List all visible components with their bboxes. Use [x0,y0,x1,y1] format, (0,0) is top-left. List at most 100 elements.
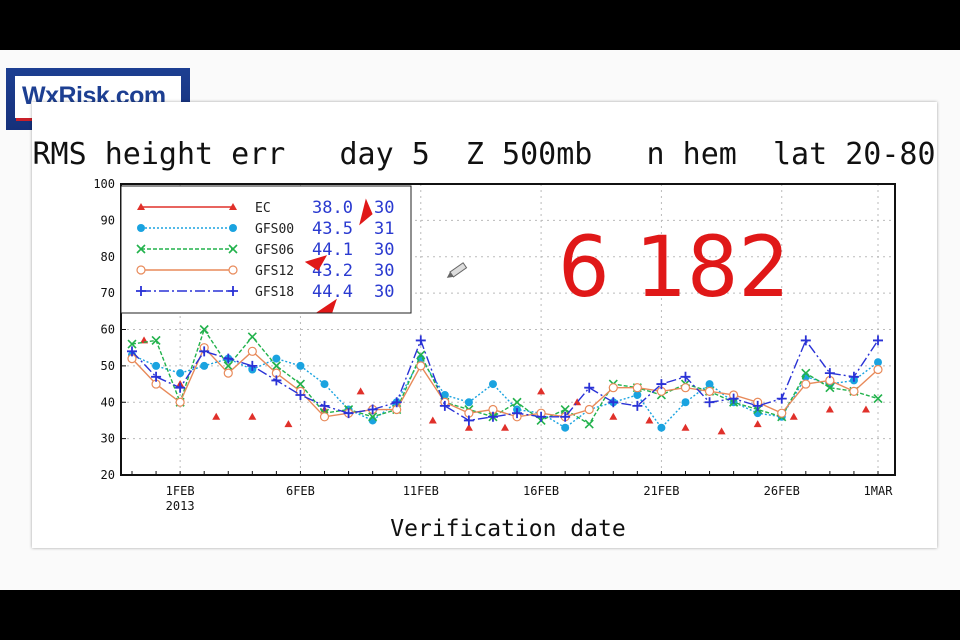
plus-marker [415,335,426,346]
circle-marker [176,369,185,378]
plus-marker [295,389,306,400]
data-point [319,412,330,422]
data-point [608,397,619,408]
data-point [873,394,883,404]
data-point [199,346,210,357]
data-point [367,404,378,415]
plus-marker [228,286,238,296]
data-point [717,427,726,435]
x-marker [199,324,209,335]
x-marker [368,412,378,422]
data-point [319,400,330,411]
plus-marker [439,400,450,411]
x-marker [873,394,883,404]
open-circle-marker [247,346,257,356]
plus-marker [319,400,330,411]
circle-marker [296,361,305,370]
data-point [416,361,426,371]
data-point [680,383,691,393]
plus-marker [752,400,763,411]
data-point [247,332,257,342]
data-point [416,350,426,360]
triangle-marker [753,420,762,428]
data-point [228,265,238,275]
x-marker [247,332,257,342]
x-marker [136,244,146,254]
triangle-marker [356,387,365,395]
circle-marker [705,380,714,389]
plus-marker [151,371,162,382]
data-point [284,420,293,428]
legend-count: 30 [374,282,394,302]
legend-count: 30 [374,240,394,260]
legend-mean: 44.1 [312,240,353,260]
legend-entry-ec: EC 38.0 30 [137,198,394,218]
data-point [501,423,509,431]
plus-marker [343,408,354,419]
legend-mean: 44.4 [312,282,353,302]
plus-marker [560,411,571,422]
plus-marker [584,382,595,393]
data-point [537,387,546,395]
x-tick-label: 21FEB [643,484,679,498]
triangle-marker [229,203,237,210]
data-point [657,423,666,432]
open-circle-marker [632,383,642,393]
data-point [573,398,582,406]
data-point [320,380,329,389]
data-point [680,371,691,382]
data-point [464,423,473,431]
legend-mean: 38.0 [312,198,353,218]
data-point [439,400,450,411]
plus-marker [800,335,811,346]
data-point [825,405,834,413]
legend-entry-gfs12: GFS12 43.2 30 [136,261,394,281]
data-point [223,368,233,378]
x-marker [512,397,522,407]
circle-marker [561,423,570,432]
x-marker [825,383,835,393]
data-point [800,335,811,346]
data-point [801,368,811,378]
chart-card [32,102,937,548]
triangle-marker [537,387,546,395]
x-tick-label: 1FEB [166,484,195,498]
data-point [584,404,594,415]
data-point [584,382,595,393]
y-tick-label: 90 [101,213,115,227]
data-point [271,375,282,386]
data-point [223,361,233,371]
data-point [152,361,161,370]
triangle-marker [137,203,145,210]
data-point [136,265,146,275]
legend: EC 38.0 30 GFS00 43.5 31 GFS06 44.1 30 GFS12 43.2 3… [120,185,412,314]
plus-marker [136,286,146,296]
data-point [271,361,281,371]
legend-name: GFS06 [255,243,294,258]
plus-marker [463,415,474,426]
x-marker [223,361,233,371]
plus-marker [824,368,835,379]
data-point [536,411,547,422]
open-circle-marker [175,397,185,407]
chart-title: RMS height err day 5 Z 500mb n hem lat 2… [32,137,935,172]
data-point [873,364,883,375]
data-point [127,346,137,357]
data-point [199,324,209,335]
x-tick-sublabel: 2013 [166,499,195,513]
triangle-marker [825,405,834,413]
circle-marker [320,380,329,389]
data-point [200,361,209,370]
data-point [849,386,859,396]
open-circle-marker [319,412,330,422]
series-layer [127,324,883,435]
data-point [633,390,642,399]
data-point [212,412,221,420]
plus-marker [776,393,787,404]
legend-name: EC [255,201,271,216]
data-point [825,383,835,393]
data-point [136,244,146,254]
data-point [656,379,667,390]
data-point [728,393,739,404]
y-tick-label: 70 [101,286,115,300]
